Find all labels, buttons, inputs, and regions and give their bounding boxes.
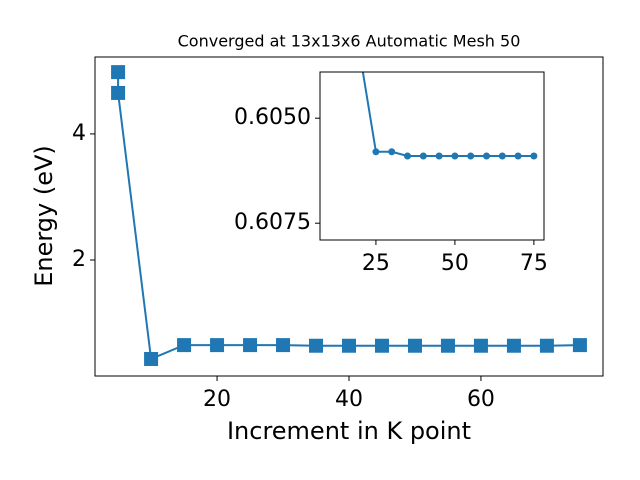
marker [111, 85, 126, 100]
y-tick-label: 0.6075 [234, 210, 311, 235]
y-tick-label: 4 [72, 121, 86, 146]
marker [111, 65, 126, 80]
marker [144, 351, 159, 366]
marker [372, 148, 380, 156]
marker [388, 148, 396, 156]
marker [419, 152, 427, 160]
marker [473, 338, 488, 353]
marker [498, 152, 506, 160]
y-tick-label: 2 [72, 247, 86, 272]
marker [530, 152, 538, 160]
marker [407, 338, 422, 353]
marker [539, 338, 554, 353]
plot-frame [319, 71, 545, 241]
x-tick-label: 20 [203, 387, 231, 412]
y-axis-label: Energy (eV) [30, 145, 58, 287]
plot-content [361, 72, 538, 160]
marker [276, 338, 291, 353]
marker [451, 152, 459, 160]
marker [572, 338, 587, 353]
marker [514, 152, 522, 160]
marker [374, 338, 389, 353]
x-tick-label: 50 [441, 251, 469, 276]
marker [177, 338, 192, 353]
marker [210, 338, 225, 353]
x-tick-label: 25 [362, 251, 390, 276]
series-line [117, 72, 580, 361]
marker [467, 152, 475, 160]
x-tick-label: 75 [520, 251, 548, 276]
marker [342, 338, 356, 353]
marker [440, 338, 455, 353]
y-tick-label: 0.6050 [234, 105, 311, 130]
x-tick-label: 40 [335, 387, 363, 412]
x-axis-label: Increment in K point [227, 417, 471, 445]
marker [482, 152, 490, 160]
marker [435, 152, 443, 160]
plot-frame [94, 56, 604, 377]
marker [404, 152, 412, 160]
marker [243, 338, 258, 353]
plot-content [111, 65, 587, 366]
marker [506, 338, 521, 353]
chart-title: Converged at 13x13x6 Automatic Mesh 50 [178, 32, 521, 51]
x-tick-label: 60 [467, 387, 495, 412]
marker [309, 338, 324, 353]
